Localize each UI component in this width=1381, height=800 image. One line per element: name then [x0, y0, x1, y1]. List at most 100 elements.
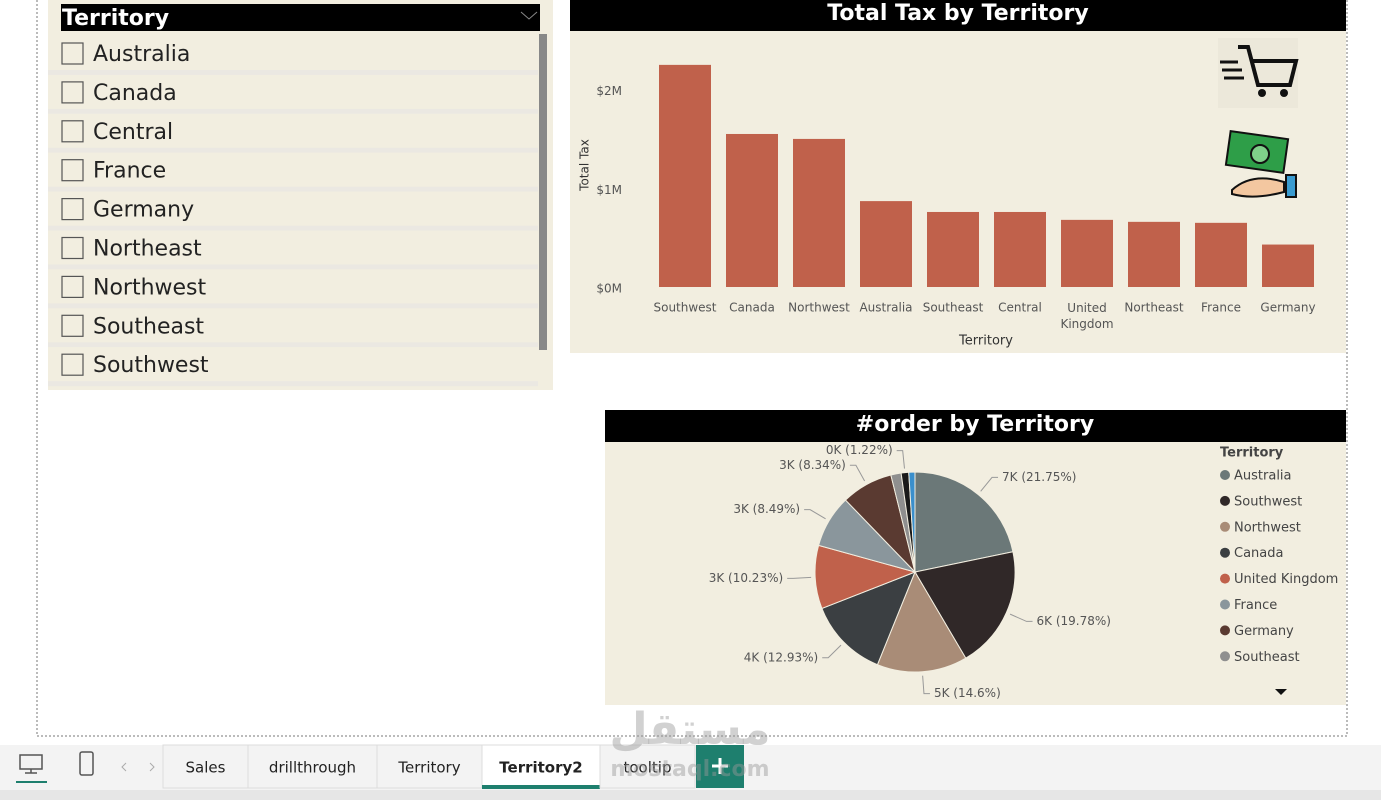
bar[interactable]	[659, 64, 711, 287]
bar[interactable]	[726, 133, 778, 287]
pie-title-bar	[605, 410, 1346, 442]
pie-slice[interactable]	[908, 471, 916, 573]
checkbox[interactable]	[61, 236, 84, 260]
x-tick-label: Southwest	[653, 301, 716, 315]
tab[interactable]	[376, 744, 483, 789]
mobile-icon[interactable]	[79, 751, 94, 776]
leader-line	[980, 476, 999, 492]
data-label: 7K (21.75%)	[1002, 470, 1076, 484]
slicer-row	[48, 230, 538, 265]
row-separator	[48, 342, 538, 348]
legend-label[interactable]: United Kingdom	[1234, 572, 1338, 587]
x-tick-label: Northwest	[788, 301, 850, 315]
y-axis-title: Total Tax	[578, 139, 592, 192]
leader-line	[849, 464, 866, 482]
legend-label[interactable]: Canada	[1234, 546, 1283, 561]
scroll-right[interactable]	[149, 762, 155, 772]
legend-label[interactable]: Northwest	[1234, 520, 1301, 535]
bar[interactable]	[793, 138, 845, 287]
tab[interactable]	[247, 744, 378, 789]
tab-label[interactable]: tooltip	[624, 759, 672, 777]
tab-label[interactable]: Sales	[186, 759, 226, 777]
bar[interactable]	[1128, 221, 1180, 287]
x-axis-title: Territory	[958, 334, 1013, 349]
tab-label[interactable]: Territory2	[499, 759, 582, 777]
slicer-item[interactable]: Canada	[93, 81, 177, 106]
x-tick-label: Southeast	[923, 301, 984, 315]
legend-marker	[1220, 470, 1230, 480]
scroll-left[interactable]	[121, 762, 127, 772]
slicer-row	[48, 269, 538, 304]
watermark-latin: mostaql.com	[610, 757, 769, 782]
slicer-item[interactable]: France	[93, 159, 166, 184]
pie-slice[interactable]	[876, 570, 967, 673]
slicer-row	[48, 113, 538, 148]
legend-marker	[1220, 625, 1230, 636]
data-label: 5K (14.6%)	[934, 686, 1001, 700]
slicer-row	[48, 36, 538, 70]
slicer-item[interactable]: Southeast	[93, 314, 204, 339]
legend-label[interactable]: Australia	[1234, 469, 1292, 484]
scrollbar[interactable]	[539, 34, 547, 350]
legend-marker	[1220, 495, 1230, 506]
x-tick-label: United Kingdom	[1060, 301, 1113, 331]
checkbox[interactable]	[61, 275, 84, 298]
legend-label[interactable]: Southeast	[1234, 650, 1300, 665]
slicer-item[interactable]: Central	[93, 120, 173, 145]
legend-label[interactable]: France	[1234, 598, 1277, 613]
data-label: 0K (1.22%)	[826, 443, 893, 457]
desktop-icon[interactable]	[16, 754, 47, 783]
tab-label[interactable]: Territory	[397, 759, 460, 777]
slicer-row	[48, 191, 538, 226]
slicer-item[interactable]: Australia	[93, 42, 190, 67]
slicer-row	[48, 74, 538, 109]
checkbox[interactable]	[61, 198, 84, 221]
bar-title-bar	[570, 0, 1346, 31]
tab-label[interactable]: drillthrough	[269, 759, 356, 777]
slicer-item[interactable]: Northwest	[93, 275, 207, 300]
tab[interactable]	[162, 744, 249, 789]
status-strip	[0, 790, 1381, 800]
bar[interactable]	[860, 201, 912, 287]
data-label: 3K (8.49%)	[733, 502, 800, 516]
checkbox[interactable]	[61, 353, 84, 376]
dropdown-icon[interactable]	[520, 11, 538, 20]
bar[interactable]	[927, 211, 979, 287]
slicer-row	[48, 347, 538, 382]
leader-line	[804, 509, 826, 520]
data-label: 6K (19.78%)	[1037, 614, 1111, 628]
bar[interactable]	[994, 211, 1046, 287]
legend-scroll-arrow[interactable]	[1275, 689, 1287, 695]
slicer-item[interactable]: Southwest	[93, 353, 209, 378]
x-tick-label: Germany	[1260, 301, 1315, 315]
bar[interactable]	[1262, 244, 1314, 287]
row-separator	[48, 70, 538, 75]
checkbox[interactable]	[61, 81, 84, 104]
bar[interactable]	[1061, 219, 1113, 287]
row-separator	[48, 147, 538, 153]
data-label: 3K (10.23%)	[709, 571, 783, 585]
legend-marker	[1220, 651, 1230, 662]
pie-slice[interactable]	[821, 571, 916, 666]
checkbox[interactable]	[61, 159, 84, 182]
bar[interactable]	[1195, 222, 1247, 287]
leader-line	[822, 644, 842, 659]
leader-line	[787, 576, 812, 579]
slicer-item[interactable]: Northeast	[93, 237, 202, 262]
active-tab-indicator	[482, 785, 600, 789]
pie-slice[interactable]	[914, 551, 1016, 659]
checkbox[interactable]	[61, 42, 84, 65]
checkbox[interactable]	[61, 314, 84, 337]
tab[interactable]	[599, 744, 696, 789]
legend: Australia Southwest Northwest Canada United …	[1220, 469, 1338, 665]
slicer-item[interactable]: Germany	[93, 198, 194, 223]
legend-marker	[1220, 521, 1230, 532]
y-tick-label: $1M	[596, 183, 622, 197]
checkbox[interactable]	[61, 120, 84, 143]
slicer-row	[48, 152, 538, 187]
legend-marker	[1220, 547, 1230, 558]
legend-label[interactable]: Southwest	[1234, 494, 1302, 509]
legend-label[interactable]: Germany	[1234, 624, 1294, 639]
pie-slice[interactable]	[914, 471, 1014, 573]
